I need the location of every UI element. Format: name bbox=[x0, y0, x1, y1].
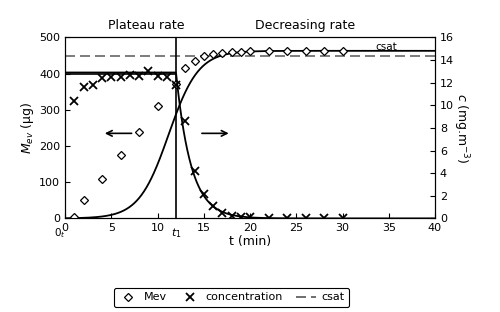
X-axis label: t (min): t (min) bbox=[229, 235, 271, 248]
Y-axis label: $M_{ev}$ (μg): $M_{ev}$ (μg) bbox=[19, 102, 36, 154]
Y-axis label: $c$ (mg.m$^{-3}$): $c$ (mg.m$^{-3}$) bbox=[451, 93, 470, 163]
Text: $t_1$: $t_1$ bbox=[170, 227, 181, 240]
Text: Plateau rate: Plateau rate bbox=[108, 19, 184, 32]
Legend: Mev, concentration, csat: Mev, concentration, csat bbox=[114, 288, 350, 307]
Text: csat: csat bbox=[375, 42, 396, 52]
Text: Decreasing rate: Decreasing rate bbox=[256, 19, 356, 32]
Text: $\mathit{0}_t$: $\mathit{0}_t$ bbox=[54, 227, 66, 240]
